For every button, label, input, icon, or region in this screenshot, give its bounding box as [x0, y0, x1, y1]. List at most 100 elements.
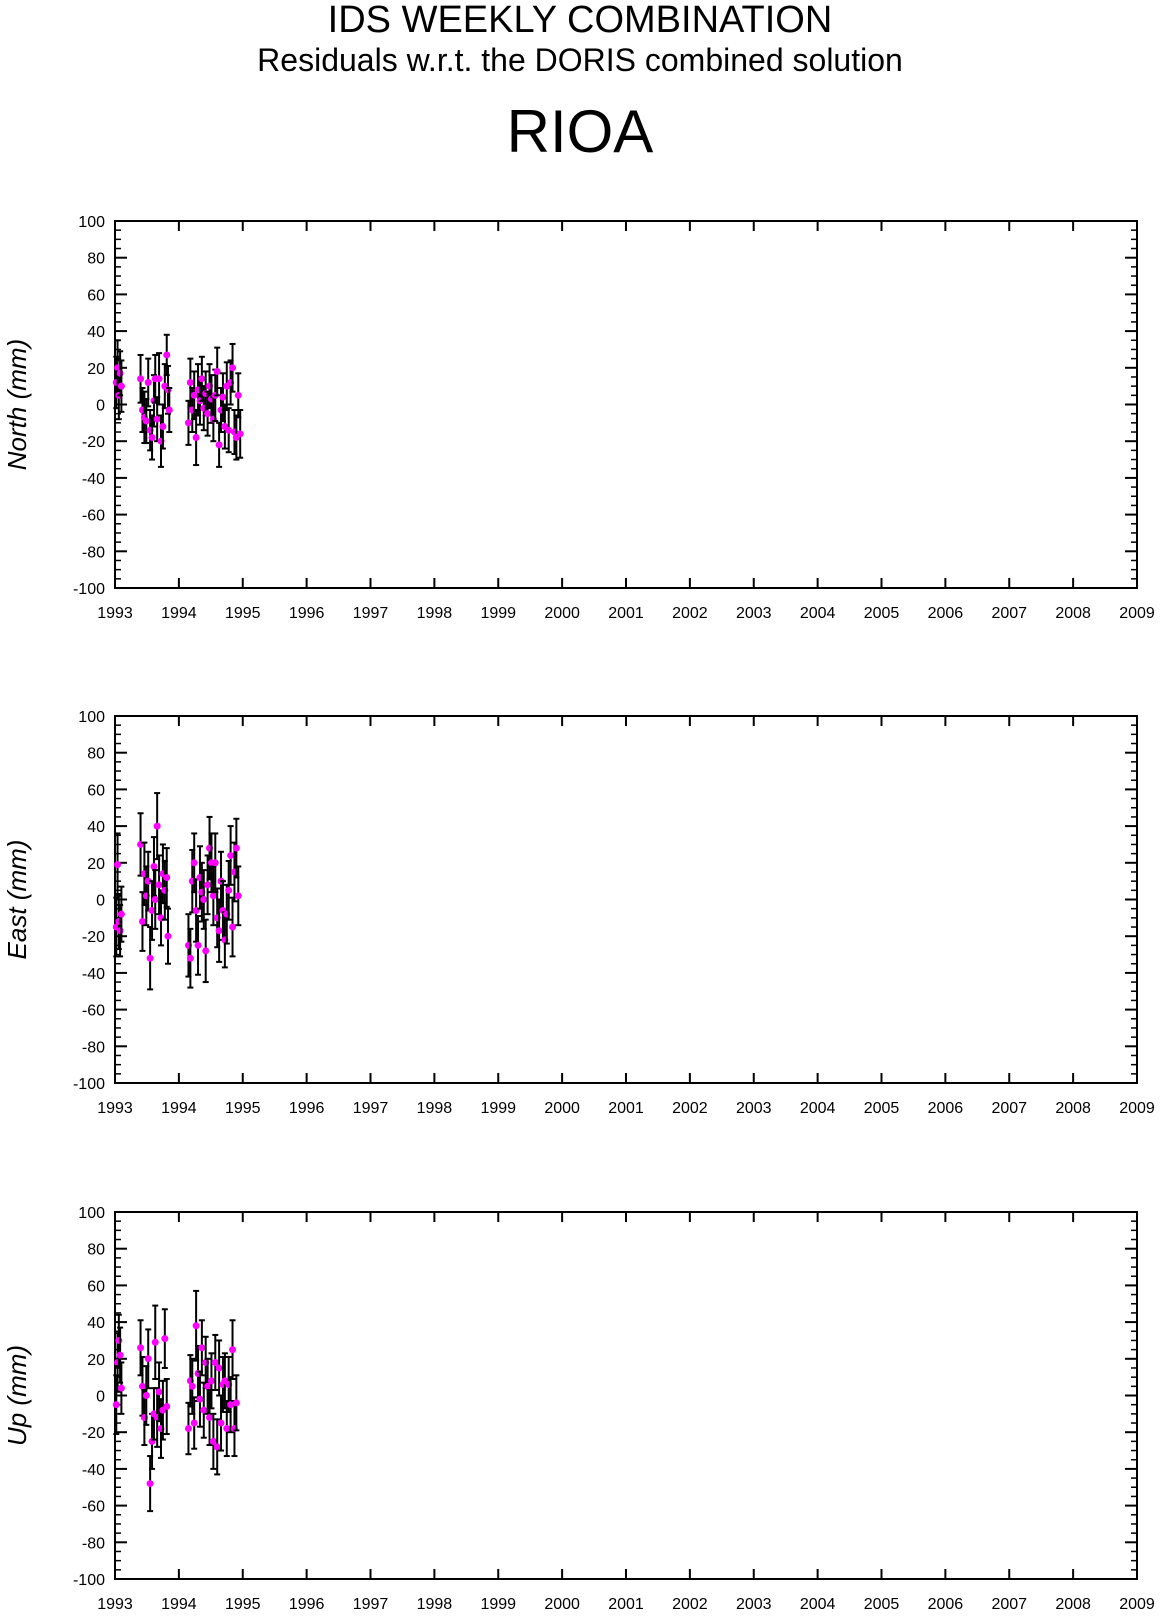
data-point	[223, 361, 231, 412]
point-marker	[146, 1480, 154, 1488]
data-point	[163, 847, 171, 908]
y-tick-label: 0	[96, 398, 105, 415]
point-marker	[144, 877, 152, 885]
y-tick-label: 100	[78, 214, 105, 231]
data-point	[188, 1357, 196, 1415]
data-point	[236, 409, 244, 459]
data-point	[200, 1381, 208, 1439]
data-point	[142, 1365, 150, 1426]
point-marker	[204, 1382, 212, 1390]
point-marker	[209, 892, 217, 900]
data-point	[213, 346, 221, 397]
x-tick-label: 2005	[864, 605, 900, 622]
data-point	[190, 1396, 198, 1450]
point-marker	[163, 1403, 171, 1411]
y-tick-label: 0	[96, 893, 105, 910]
station-title: RIOA	[506, 98, 654, 165]
data-point	[198, 355, 206, 402]
point-marker	[227, 851, 235, 859]
data-point	[192, 409, 200, 467]
y-tick-label: -80	[82, 1039, 105, 1056]
x-tick-label: 2009	[1119, 1596, 1155, 1613]
x-tick-label: 1998	[417, 1596, 453, 1613]
point-marker	[198, 1344, 206, 1352]
data-point	[144, 357, 152, 408]
x-tick-label: 2000	[544, 605, 580, 622]
point-marker	[186, 954, 194, 962]
point-marker	[196, 1395, 204, 1403]
x-tick-label: 1996	[289, 1100, 325, 1117]
point-marker	[155, 881, 163, 889]
data-point	[144, 1328, 152, 1390]
point-marker	[229, 1346, 237, 1354]
y-tick-label: -60	[82, 1003, 105, 1020]
point-marker	[229, 923, 237, 931]
point-marker	[204, 410, 212, 418]
subtitle: Residuals w.r.t. the DORIS combined solu…	[257, 42, 903, 78]
x-tick-label: 1994	[161, 605, 197, 622]
y-tick-label: 20	[87, 856, 105, 873]
point-marker	[137, 1344, 145, 1352]
point-marker	[211, 1358, 219, 1366]
point-marker	[151, 896, 159, 903]
data-point	[151, 1304, 159, 1380]
x-tick-label: 1994	[161, 1100, 197, 1117]
x-tick-label: 2007	[991, 605, 1027, 622]
chart-panel-3: 1993 1994 1995 1996 1997 1998 1999 2000 2001 2002…	[2, 1205, 1155, 1613]
x-tick-label: 1994	[161, 1596, 197, 1613]
data-point	[190, 370, 198, 421]
point-marker	[116, 927, 124, 935]
data-point	[114, 832, 122, 897]
point-marker	[137, 375, 145, 383]
point-marker	[234, 892, 242, 900]
data-point	[117, 885, 125, 943]
point-marker	[204, 881, 212, 889]
data-point	[198, 1319, 206, 1377]
point-marker	[138, 1382, 146, 1390]
x-tick-label: 1995	[225, 1596, 261, 1613]
y-tick-label: 40	[87, 819, 105, 836]
x-tick-label: 2007	[991, 1100, 1027, 1117]
point-marker	[116, 369, 124, 377]
data-point	[227, 1376, 235, 1434]
x-tick-label: 2000	[544, 1100, 580, 1117]
data-point	[186, 357, 194, 408]
data-point	[155, 1361, 163, 1423]
point-marker	[116, 1351, 124, 1359]
data-point	[204, 1357, 212, 1415]
y-tick-label: -40	[82, 471, 105, 488]
point-marker	[192, 1322, 200, 1330]
y-tick-label: 80	[87, 746, 105, 763]
y-tick-label: -80	[82, 544, 105, 561]
x-tick-label: 1999	[480, 1100, 516, 1117]
data-point	[225, 407, 233, 454]
point-marker	[161, 1335, 169, 1343]
data-point	[117, 359, 125, 413]
data-point	[211, 1333, 219, 1391]
data-point	[165, 386, 173, 434]
y-tick-label: 20	[87, 361, 105, 378]
data-point	[209, 1412, 217, 1470]
data-point	[229, 1319, 237, 1380]
y-tick-label: -100	[73, 581, 105, 598]
data-point	[184, 1401, 192, 1456]
point-marker	[202, 947, 210, 955]
point-marker	[144, 378, 152, 386]
x-tick-label: 1993	[97, 1596, 133, 1613]
y-axis-label: North (mm)	[2, 339, 32, 470]
data-point	[163, 333, 171, 377]
point-marker	[194, 941, 202, 949]
data-point	[163, 1377, 171, 1436]
data-point	[117, 1361, 125, 1415]
x-tick-label: 2002	[672, 1596, 708, 1613]
x-tick-label: 2000	[544, 1596, 580, 1613]
point-marker	[234, 391, 242, 399]
x-tick-label: 2006	[928, 1100, 964, 1117]
y-tick-label: -80	[82, 1535, 105, 1552]
y-tick-label: 0	[96, 1389, 105, 1406]
point-marker	[215, 927, 223, 935]
x-tick-label: 2001	[608, 605, 644, 622]
point-marker	[215, 441, 223, 449]
point-marker	[148, 907, 156, 915]
y-tick-label: 60	[87, 287, 105, 304]
